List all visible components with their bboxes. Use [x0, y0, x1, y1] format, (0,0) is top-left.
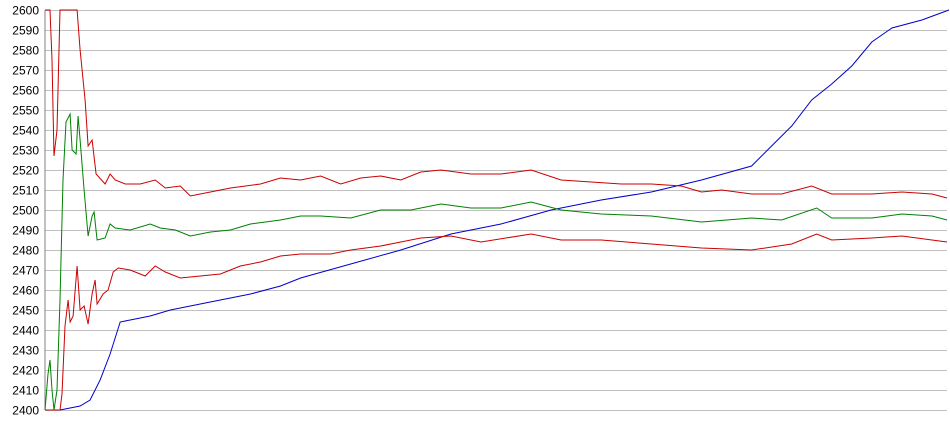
y-tick-label: 2440 — [12, 324, 39, 338]
y-tick-label: 2560 — [12, 84, 39, 98]
series-line-4 — [45, 233, 948, 411]
y-tick-label: 2550 — [12, 104, 39, 118]
y-tick-label: 2590 — [12, 24, 39, 38]
y-tick-label: 2570 — [12, 64, 39, 78]
y-tick-label: 2410 — [12, 384, 39, 398]
y-tick-label: 2450 — [12, 304, 39, 318]
series-line-2 — [45, 9, 948, 199]
y-tick-label: 2540 — [12, 124, 39, 138]
y-tick-label: 2420 — [12, 364, 39, 378]
series-line-3 — [44, 112, 948, 411]
y-axis-ticks: 2400 2410 2420 2430 2440 2450 2460 2470 2480 2490… — [12, 4, 39, 418]
y-tick-label: 2490 — [12, 224, 39, 238]
y-tick-label: 2480 — [12, 244, 39, 258]
y-tick-label: 2530 — [12, 144, 39, 158]
y-tick-label: 2500 — [12, 204, 39, 218]
gridlines — [45, 10, 947, 411]
y-tick-label: 2400 — [12, 404, 39, 418]
y-tick-label: 2520 — [12, 164, 39, 178]
y-tick-label: 2470 — [12, 264, 39, 278]
y-tick-label: 2600 — [12, 4, 39, 18]
y-tick-label: 2460 — [12, 284, 39, 298]
y-tick-label: 2430 — [12, 344, 39, 358]
series-line-1 — [45, 9, 950, 411]
y-tick-label: 2580 — [12, 44, 39, 58]
series-group — [44, 9, 950, 411]
y-tick-label: 2510 — [12, 184, 39, 198]
